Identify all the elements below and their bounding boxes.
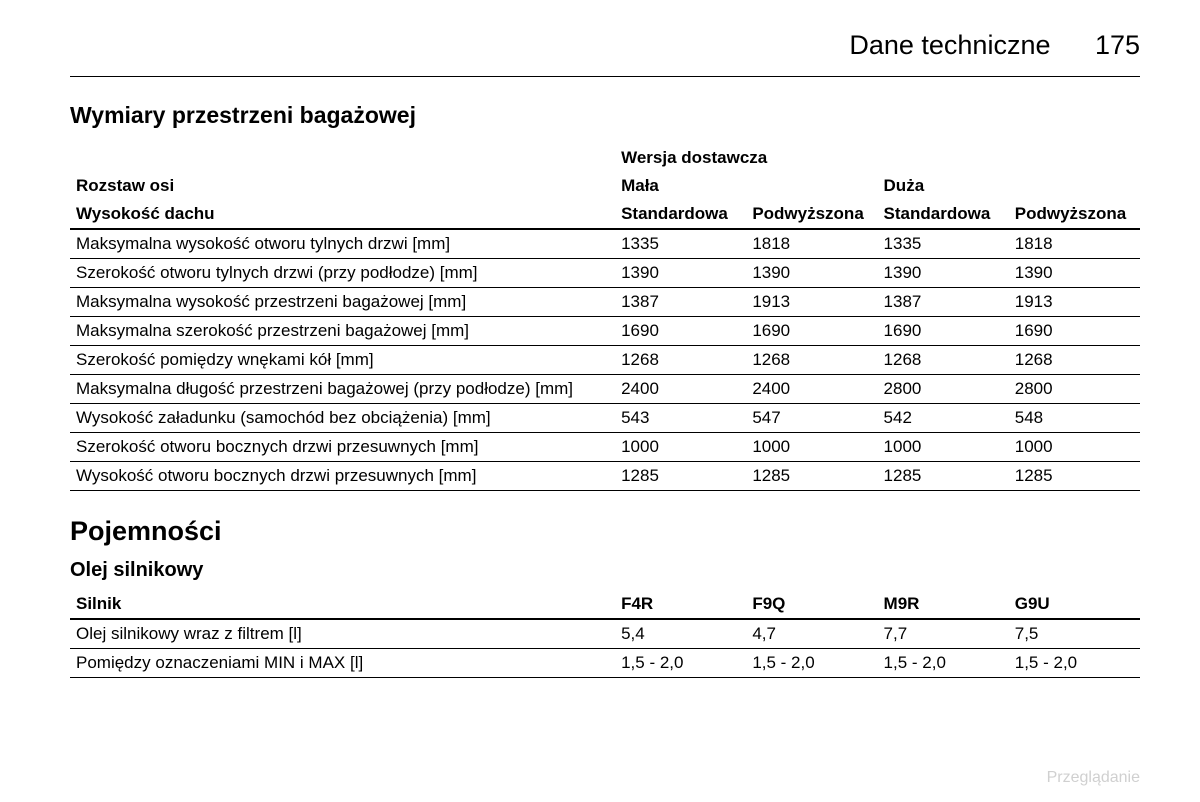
cell-value: 1690 bbox=[615, 317, 746, 346]
column-header: Standardowa bbox=[878, 200, 1009, 229]
table-row: Szerokość otworu bocznych drzwi przesuwn… bbox=[70, 433, 1140, 462]
cell-value: 7,5 bbox=[1009, 619, 1140, 649]
cell-value: 1335 bbox=[615, 229, 746, 259]
cell-value: 1690 bbox=[746, 317, 877, 346]
column-header: G9U bbox=[1009, 590, 1140, 619]
column-supergroup: Wersja dostawcza bbox=[615, 144, 1140, 172]
subsection-engine-oil-title: Olej silnikowy bbox=[70, 559, 1140, 582]
cell-value: 1,5 - 2,0 bbox=[878, 649, 1009, 678]
row-label: Maksymalna szerokość przestrzeni bagażow… bbox=[70, 317, 615, 346]
table-row: Maksymalna szerokość przestrzeni bagażow… bbox=[70, 317, 1140, 346]
cell-value: 543 bbox=[615, 404, 746, 433]
column-group: Mała bbox=[615, 172, 877, 200]
column-group: Duża bbox=[878, 172, 1140, 200]
cell-value: 1390 bbox=[1009, 259, 1140, 288]
table-row: Silnik F4R F9Q M9R G9U bbox=[70, 590, 1140, 619]
table-row: Szerokość pomiędzy wnękami kół [mm]12681… bbox=[70, 346, 1140, 375]
row-label: Szerokość otworu bocznych drzwi przesuwn… bbox=[70, 433, 615, 462]
row-label: Maksymalna wysokość otworu tylnych drzwi… bbox=[70, 229, 615, 259]
cell-value: 2800 bbox=[1009, 375, 1140, 404]
cell-value: 1268 bbox=[746, 346, 877, 375]
column-header: Podwyższona bbox=[746, 200, 877, 229]
cell-value: 1000 bbox=[746, 433, 877, 462]
section-cargo-dimensions-title: Wymiary przestrzeni bagażowej bbox=[70, 102, 1140, 129]
row-header-label: Wysokość dachu bbox=[70, 200, 615, 229]
cargo-dimensions-table: Wersja dostawcza Rozstaw osi Mała Duża W… bbox=[70, 144, 1140, 491]
column-header: M9R bbox=[878, 590, 1009, 619]
cell-value: 1,5 - 2,0 bbox=[615, 649, 746, 678]
cell-value: 1913 bbox=[1009, 288, 1140, 317]
cell-value: 1285 bbox=[615, 462, 746, 491]
cell-value: 542 bbox=[878, 404, 1009, 433]
cell-value: 1000 bbox=[878, 433, 1009, 462]
cell-value: 1000 bbox=[615, 433, 746, 462]
table-row: Maksymalna długość przestrzeni bagażowej… bbox=[70, 375, 1140, 404]
table-row: Wysokość otworu bocznych drzwi przesuwny… bbox=[70, 462, 1140, 491]
footer-watermark: Przeglądanie bbox=[1047, 769, 1140, 787]
row-label: Wysokość załadunku (samochód bez obciąże… bbox=[70, 404, 615, 433]
chapter-title: Dane techniczne bbox=[849, 30, 1050, 60]
column-header: F9Q bbox=[746, 590, 877, 619]
table-row: Olej silnikowy wraz z filtrem [l]5,44,77… bbox=[70, 619, 1140, 649]
page-number: 175 bbox=[1095, 30, 1140, 60]
cell-value: 1285 bbox=[878, 462, 1009, 491]
row-label: Maksymalna wysokość przestrzeni bagażowe… bbox=[70, 288, 615, 317]
column-header: Podwyższona bbox=[1009, 200, 1140, 229]
column-header: F4R bbox=[615, 590, 746, 619]
row-label: Szerokość otworu tylnych drzwi (przy pod… bbox=[70, 259, 615, 288]
cell-value: 1268 bbox=[878, 346, 1009, 375]
cell-value: 1690 bbox=[1009, 317, 1140, 346]
table-row: Pomiędzy oznaczeniami MIN i MAX [l]1,5 -… bbox=[70, 649, 1140, 678]
cell-value: 5,4 bbox=[615, 619, 746, 649]
cell-value: 1690 bbox=[878, 317, 1009, 346]
row-label: Szerokość pomiędzy wnękami kół [mm] bbox=[70, 346, 615, 375]
cell-value: 2800 bbox=[878, 375, 1009, 404]
table-row: Maksymalna wysokość przestrzeni bagażowe… bbox=[70, 288, 1140, 317]
row-label: Wysokość otworu bocznych drzwi przesuwny… bbox=[70, 462, 615, 491]
section-capacities-title: Pojemności bbox=[70, 516, 1140, 547]
cell-value: 1913 bbox=[746, 288, 877, 317]
cell-value: 1387 bbox=[615, 288, 746, 317]
table-row: Maksymalna wysokość otworu tylnych drzwi… bbox=[70, 229, 1140, 259]
cell-value: 2400 bbox=[746, 375, 877, 404]
cell-value: 548 bbox=[1009, 404, 1140, 433]
cell-value: 1390 bbox=[878, 259, 1009, 288]
cell-value: 1000 bbox=[1009, 433, 1140, 462]
cell-value: 1390 bbox=[746, 259, 877, 288]
cell-value: 1390 bbox=[615, 259, 746, 288]
cell-value: 1268 bbox=[1009, 346, 1140, 375]
cell-value: 1818 bbox=[746, 229, 877, 259]
table-row: Rozstaw osi Mała Duża bbox=[70, 172, 1140, 200]
cell-value: 1285 bbox=[746, 462, 877, 491]
cell-value: 1285 bbox=[1009, 462, 1140, 491]
cell-value: 1,5 - 2,0 bbox=[746, 649, 877, 678]
engine-oil-table: Silnik F4R F9Q M9R G9U Olej silnikowy wr… bbox=[70, 590, 1140, 678]
table-row: Wysokość dachu Standardowa Podwyższona S… bbox=[70, 200, 1140, 229]
table-row: Wersja dostawcza bbox=[70, 144, 1140, 172]
table-row: Wysokość załadunku (samochód bez obciąże… bbox=[70, 404, 1140, 433]
cell-value: 4,7 bbox=[746, 619, 877, 649]
cell-value: 1335 bbox=[878, 229, 1009, 259]
cell-value: 1818 bbox=[1009, 229, 1140, 259]
cell-value: 1,5 - 2,0 bbox=[1009, 649, 1140, 678]
row-label: Olej silnikowy wraz z filtrem [l] bbox=[70, 619, 615, 649]
row-header-label: Silnik bbox=[70, 590, 615, 619]
cell-value: 1387 bbox=[878, 288, 1009, 317]
cell-value: 7,7 bbox=[878, 619, 1009, 649]
page-header: Dane techniczne 175 bbox=[70, 30, 1140, 77]
row-header-label: Rozstaw osi bbox=[70, 172, 615, 200]
cell-value: 1268 bbox=[615, 346, 746, 375]
cell-value: 547 bbox=[746, 404, 877, 433]
row-label: Maksymalna długość przestrzeni bagażowej… bbox=[70, 375, 615, 404]
row-label: Pomiędzy oznaczeniami MIN i MAX [l] bbox=[70, 649, 615, 678]
column-header: Standardowa bbox=[615, 200, 746, 229]
table-row: Szerokość otworu tylnych drzwi (przy pod… bbox=[70, 259, 1140, 288]
cell-value: 2400 bbox=[615, 375, 746, 404]
